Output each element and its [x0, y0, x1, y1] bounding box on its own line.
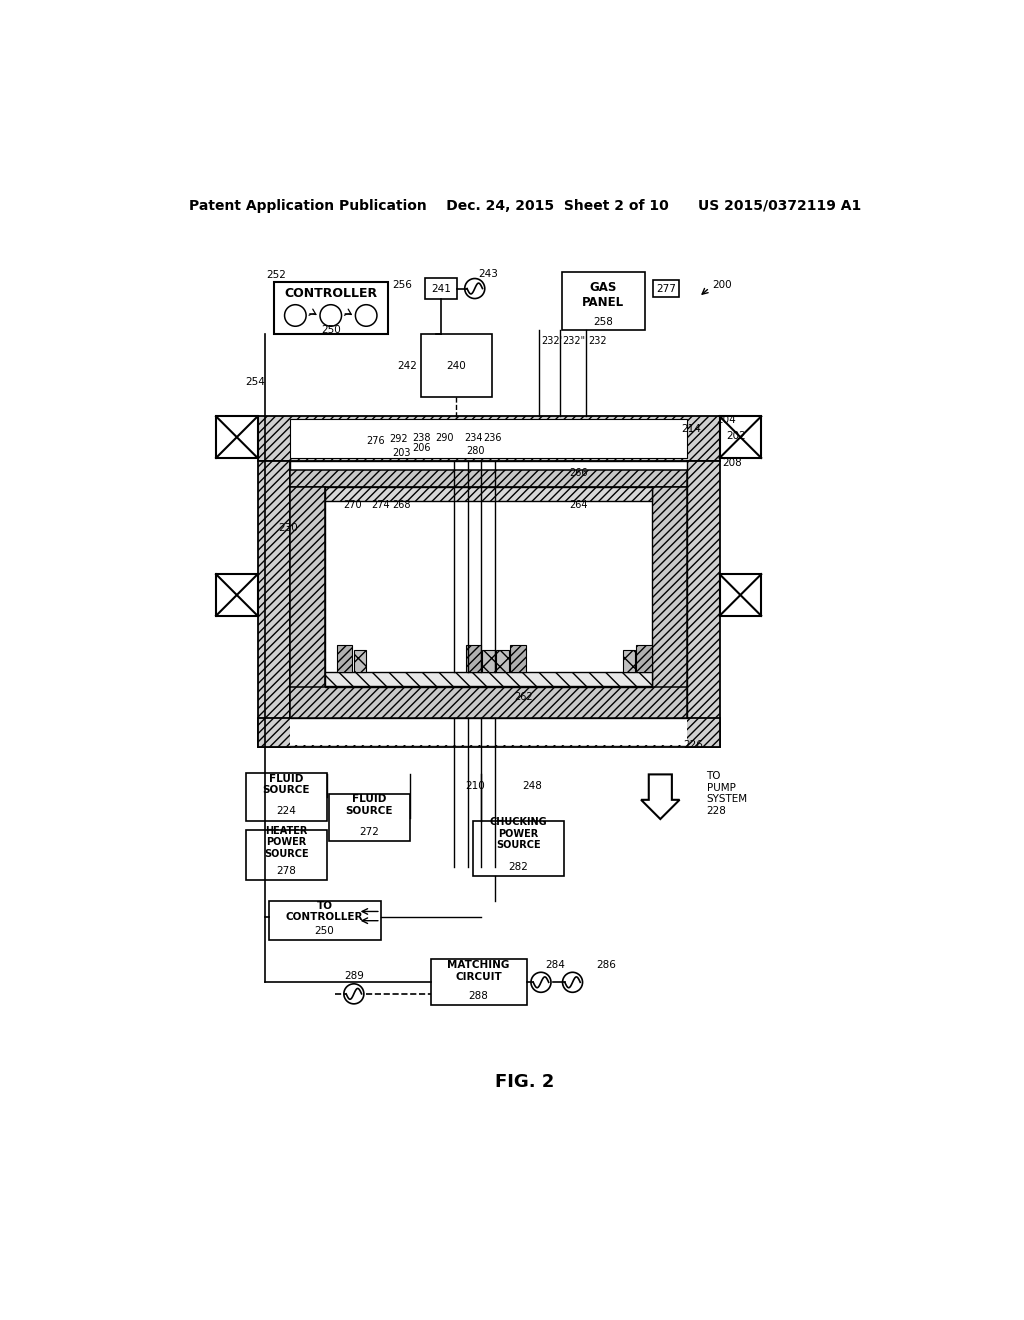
Text: 266: 266 [569, 467, 588, 478]
Bar [258, 416, 720, 461]
Text: 284: 284 [545, 961, 565, 970]
Text: 240: 240 [446, 360, 466, 371]
Text: 254: 254 [246, 376, 265, 387]
Text: 210: 210 [465, 781, 484, 791]
Bar [290, 487, 326, 718]
Bar [623, 651, 635, 672]
Text: CHUCKING
POWER
SOURCE: CHUCKING POWER SOURCE [489, 817, 548, 850]
Text: 200: 200 [712, 280, 731, 290]
Bar [246, 830, 327, 880]
Text: 241: 241 [431, 284, 451, 293]
Bar [337, 645, 352, 672]
Text: 256: 256 [392, 280, 413, 290]
Text: 224: 224 [276, 807, 296, 816]
Bar [269, 902, 381, 940]
Text: HEATER
POWER
SOURCE: HEATER POWER SOURCE [264, 825, 308, 859]
Bar [431, 960, 527, 1006]
Bar [652, 280, 679, 297]
Text: 268: 268 [392, 500, 411, 510]
Bar [326, 487, 652, 688]
Bar [482, 651, 495, 672]
Text: 278: 278 [276, 866, 296, 876]
Text: 232": 232" [562, 335, 586, 346]
Text: 204: 204 [716, 416, 735, 425]
Bar [326, 672, 652, 686]
Text: 203: 203 [392, 447, 411, 458]
Text: 258: 258 [593, 317, 613, 327]
Text: 274: 274 [372, 500, 390, 510]
Text: GAS
PANEL: GAS PANEL [583, 281, 625, 309]
Text: 234: 234 [464, 433, 482, 444]
Text: 243: 243 [478, 269, 499, 279]
Bar [290, 718, 687, 744]
Bar [290, 461, 687, 718]
Text: 208: 208 [722, 458, 741, 467]
Text: 236: 236 [483, 433, 502, 444]
Bar [290, 470, 687, 487]
Text: 272: 272 [359, 828, 379, 837]
Bar [216, 574, 258, 615]
Text: TO
PUMP
SYSTEM
228: TO PUMP SYSTEM 228 [707, 771, 748, 816]
Text: 262: 262 [514, 693, 532, 702]
Text: FLUID
SOURCE: FLUID SOURCE [345, 795, 393, 816]
Text: 290: 290 [435, 433, 454, 444]
Bar [473, 821, 564, 876]
Bar [258, 718, 720, 747]
Bar [216, 416, 258, 458]
Bar [330, 793, 410, 841]
Bar [466, 645, 481, 672]
Bar [637, 645, 652, 672]
Text: 277: 277 [655, 284, 676, 293]
Text: 282: 282 [509, 862, 528, 871]
Text: 252: 252 [266, 271, 286, 280]
Text: 289: 289 [344, 972, 364, 981]
Bar [720, 416, 761, 458]
Text: 292: 292 [389, 434, 408, 445]
Text: 232': 232' [541, 335, 562, 346]
Bar [421, 334, 492, 397]
Text: 250: 250 [321, 325, 341, 335]
Text: 230: 230 [279, 523, 298, 533]
Bar [497, 651, 509, 672]
Bar [510, 645, 525, 672]
Bar [720, 574, 761, 615]
Text: 226: 226 [683, 741, 703, 750]
Bar [562, 272, 645, 330]
Text: 232: 232 [589, 335, 607, 346]
Text: 238: 238 [413, 433, 431, 444]
Text: 214: 214 [681, 425, 701, 434]
Bar [290, 688, 687, 718]
Text: CONTROLLER: CONTROLLER [285, 286, 377, 300]
Bar [258, 461, 290, 747]
Bar [290, 420, 687, 458]
Text: 264: 264 [569, 500, 588, 510]
Text: 280: 280 [466, 446, 484, 455]
Bar [246, 774, 327, 821]
Text: FLUID
SOURCE: FLUID SOURCE [262, 774, 310, 795]
Text: MATCHING
CIRCUIT: MATCHING CIRCUIT [447, 960, 510, 982]
Text: 202: 202 [726, 430, 745, 441]
Text: 270: 270 [343, 500, 361, 510]
Text: 248: 248 [522, 781, 543, 791]
Text: TO
CONTROLLER: TO CONTROLLER [286, 900, 364, 923]
Text: 286: 286 [596, 961, 616, 970]
Text: 206: 206 [413, 444, 431, 453]
Text: 250: 250 [314, 927, 335, 936]
Text: FIG. 2: FIG. 2 [496, 1073, 554, 1092]
Bar [687, 461, 720, 747]
Bar [326, 487, 652, 502]
Bar [354, 651, 367, 672]
Bar [425, 277, 457, 300]
Bar [652, 487, 687, 718]
Bar [273, 281, 388, 334]
FancyArrow shape [641, 775, 680, 818]
Text: 242: 242 [397, 360, 417, 371]
Text: 276: 276 [367, 436, 385, 446]
Text: 288: 288 [469, 991, 488, 1001]
Text: Patent Application Publication    Dec. 24, 2015  Sheet 2 of 10      US 2015/0372: Patent Application Publication Dec. 24, … [188, 199, 861, 213]
